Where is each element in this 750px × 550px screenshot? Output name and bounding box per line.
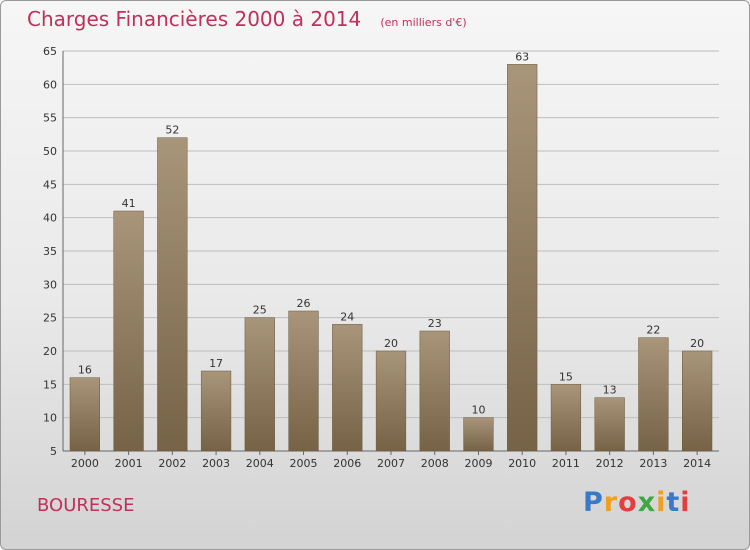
x-tick-label-2007: 2007 [377,457,405,470]
y-tick-label: 20 [43,345,57,358]
brand-letter: o [618,487,638,518]
label-layer: 5 10 15 20 25 30 35 40 45 50 55 60 65 16 2000 41 2001 52 2… [43,45,711,470]
brand-logo: Proxiti [583,487,691,518]
y-tick-label: 45 [43,178,57,191]
bar-2009 [463,417,494,452]
value-label-2006: 24 [340,310,354,323]
chart-subtitle: (en milliers d'€) [380,16,467,29]
x-tick-label-2008: 2008 [421,457,449,470]
chart-title: Charges Financières 2000 à 2014 [27,7,362,31]
value-label-2001: 41 [122,197,136,210]
y-tick-label: 5 [50,445,57,458]
value-label-2009: 10 [471,404,485,417]
value-label-2013: 22 [646,324,660,337]
bar-2004 [244,317,275,452]
bar-2000 [69,377,100,452]
x-tick-label-2010: 2010 [508,457,536,470]
brand-letter: P [583,487,604,518]
x-tick-label-2014: 2014 [683,457,711,470]
brand-letter: t [666,487,681,518]
bar-2008 [419,330,450,452]
bar-2002 [157,137,188,452]
x-tick-label-2004: 2004 [246,457,274,470]
bar-2011 [550,384,582,452]
value-label-2011: 15 [559,370,573,383]
value-label-2010: 63 [515,50,529,63]
brand-letter: i [680,487,691,518]
x-tick-label-2011: 2011 [552,457,580,470]
bar-2014 [682,350,713,452]
bar-2007 [375,350,407,452]
value-label-2012: 13 [603,384,617,397]
x-tick-label-2000: 2000 [71,457,99,470]
x-tick-label-2013: 2013 [639,457,667,470]
y-tick-label: 65 [43,45,57,58]
value-label-2004: 25 [253,304,267,317]
bar-2010 [507,64,538,452]
value-label-2005: 26 [297,297,311,310]
value-label-2007: 20 [384,337,398,350]
commune-name: BOURESSE [37,495,135,516]
x-tick-label-2003: 2003 [202,457,230,470]
y-tick-label: 60 [43,78,57,91]
x-tick-label-2006: 2006 [333,457,361,470]
brand-letter: r [603,487,619,518]
x-tick-label-2009: 2009 [464,457,492,470]
y-tick-label: 40 [43,212,57,225]
title-row: Charges Financières 2000 à 2014 (en mill… [27,7,467,31]
bar-2012 [594,397,625,452]
bar-2001 [113,210,144,452]
bar-2003 [200,370,232,452]
x-tick-label-2005: 2005 [290,457,318,470]
value-label-2008: 23 [428,317,442,330]
y-tick-label: 15 [43,378,57,391]
y-tick-label: 10 [43,412,57,425]
y-tick-label: 30 [43,278,57,291]
y-tick-label: 50 [43,145,57,158]
bar-layer [69,64,713,452]
value-label-2000: 16 [78,364,92,377]
value-label-2014: 20 [690,337,704,350]
y-tick-label: 35 [43,245,57,258]
bar-2005 [288,310,319,452]
y-tick-label: 55 [43,112,57,125]
x-tick-label-2012: 2012 [596,457,624,470]
brand-letter: x [637,487,657,518]
value-label-2002: 52 [165,124,179,137]
bar-2013 [638,337,669,452]
bar-2006 [332,324,363,452]
value-label-2003: 17 [209,357,223,370]
x-tick-label-2001: 2001 [115,457,143,470]
x-tick-label-2002: 2002 [158,457,186,470]
brand-letter: i [656,487,667,518]
y-tick-label: 25 [43,312,57,325]
